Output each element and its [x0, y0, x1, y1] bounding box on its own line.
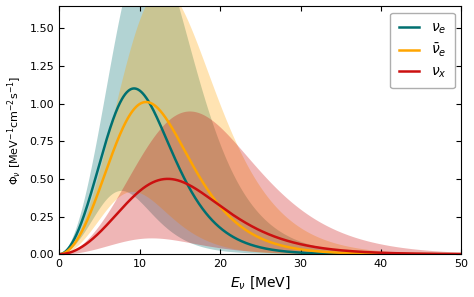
- $\nu_x$: [219, 206, 225, 209]
- $\nu_x$: [97, 230, 103, 233]
- $\nu_e$: [333, 252, 338, 256]
- $\bar{\nu}_e$: [219, 207, 225, 211]
- $\nu_e$: [234, 237, 239, 241]
- $\nu_e$: [219, 228, 225, 231]
- $\nu_x$: [56, 252, 62, 256]
- $\bar{\nu}_e$: [234, 221, 239, 225]
- Y-axis label: $\Phi_\nu$ [MeV$^{-1}$cm$^{-2}$s$^{-1}$]: $\Phi_\nu$ [MeV$^{-1}$cm$^{-2}$s$^{-1}$]: [6, 75, 24, 184]
- $\nu_x$: [370, 251, 376, 254]
- $\nu_e$: [131, 87, 137, 90]
- $\nu_x$: [234, 216, 239, 219]
- $\nu_e$: [459, 252, 465, 256]
- $\bar{\nu}_e$: [143, 100, 149, 104]
- $\bar{\nu}_e$: [56, 252, 62, 256]
- $\nu_x$: [333, 248, 338, 252]
- $\nu_e$: [370, 252, 376, 256]
- $\bar{\nu}_e$: [370, 252, 376, 255]
- $\bar{\nu}_e$: [378, 252, 383, 256]
- $\bar{\nu}_e$: [333, 251, 338, 254]
- $\nu_x$: [378, 251, 383, 255]
- $\nu_e$: [97, 159, 103, 163]
- Line: $\nu_e$: $\nu_e$: [59, 89, 462, 254]
- $\bar{\nu}_e$: [459, 252, 465, 256]
- $\bar{\nu}_e$: [97, 185, 103, 189]
- Legend: $\nu_e$, $\bar{\nu}_e$, $\nu_x$: $\nu_e$, $\bar{\nu}_e$, $\nu_x$: [390, 12, 455, 88]
- Line: $\bar{\nu}_e$: $\bar{\nu}_e$: [59, 102, 462, 254]
- $\nu_x$: [165, 177, 171, 181]
- $\nu_x$: [459, 252, 465, 256]
- $\nu_e$: [56, 252, 62, 256]
- Line: $\nu_x$: $\nu_x$: [59, 179, 462, 254]
- X-axis label: $E_\nu$ [MeV]: $E_\nu$ [MeV]: [230, 275, 291, 291]
- $\nu_e$: [378, 252, 383, 256]
